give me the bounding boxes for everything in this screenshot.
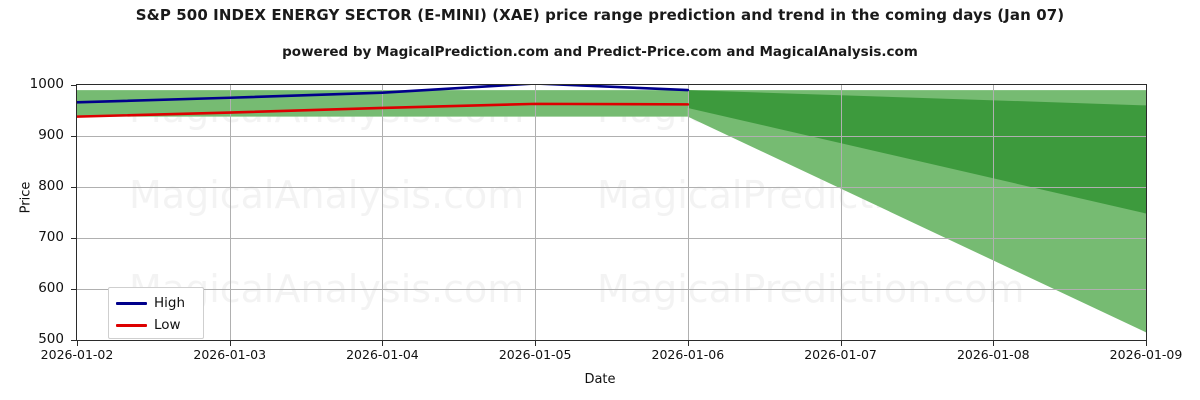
y-tick-mark	[71, 340, 76, 341]
x-tick-label: 2026-01-03	[193, 347, 267, 362]
gridline-vertical	[688, 85, 689, 340]
gridline-horizontal	[77, 136, 1146, 137]
legend-item-low[interactable]: Low	[116, 314, 181, 336]
x-tick-label: 2026-01-06	[651, 347, 725, 362]
x-tick-mark	[382, 341, 384, 346]
x-tick-label: 2026-01-04	[346, 347, 419, 362]
x-tick-mark	[535, 341, 537, 346]
y-tick-label: 700	[38, 229, 64, 245]
y-tick-mark	[71, 289, 76, 290]
band-forecast-inner-cone	[687, 90, 1146, 214]
x-tick-label: 2026-01-02	[40, 347, 114, 362]
gridline-vertical	[535, 85, 536, 340]
y-tick-label: 800	[38, 178, 64, 194]
series-line-low	[77, 104, 688, 117]
y-tick-mark	[71, 187, 76, 188]
gridline-vertical	[230, 85, 231, 340]
x-tick-label: 2026-01-09	[1109, 347, 1183, 362]
series-line-high	[77, 84, 688, 102]
legend-label-high: High	[154, 295, 186, 311]
x-tick-mark	[687, 341, 689, 346]
x-tick-label: 2026-01-05	[498, 347, 572, 362]
x-tick-mark	[1146, 341, 1147, 346]
gridline-vertical	[993, 85, 994, 340]
y-tick-label: 900	[38, 127, 64, 143]
x-axis-title: Date	[584, 372, 616, 387]
y-axis-title: Price	[18, 181, 34, 214]
x-tick-mark	[229, 341, 231, 346]
legend[interactable]: High Low	[108, 287, 204, 339]
gridline-vertical	[382, 85, 383, 340]
y-tick-label: 600	[38, 280, 64, 296]
y-tick-mark	[71, 136, 76, 137]
gridline-horizontal	[77, 289, 1146, 290]
y-tick-mark	[71, 238, 76, 239]
legend-swatch-low	[116, 323, 147, 327]
legend-swatch-high	[116, 301, 147, 305]
chart-title: S&P 500 INDEX ENERGY SECTOR (E-MINI) (XA…	[135, 6, 1065, 24]
x-tick-mark	[993, 341, 995, 346]
x-tick-mark	[77, 341, 78, 346]
x-tick-label: 2026-01-07	[804, 347, 877, 362]
gridline-vertical	[841, 85, 842, 340]
x-tick-label: 2026-01-08	[956, 347, 1030, 362]
legend-item-high[interactable]: High	[116, 292, 185, 314]
y-tick-mark	[71, 85, 76, 86]
legend-label-low: Low	[154, 317, 181, 333]
y-tick-label: 1000	[29, 76, 64, 92]
gridline-horizontal	[77, 187, 1146, 188]
x-tick-mark	[840, 341, 842, 346]
y-tick-label: 500	[38, 331, 64, 347]
gridline-horizontal	[77, 238, 1146, 239]
series-layer	[77, 85, 1146, 340]
chart-subtitle: powered by MagicalPrediction.com and Pre…	[282, 44, 918, 60]
